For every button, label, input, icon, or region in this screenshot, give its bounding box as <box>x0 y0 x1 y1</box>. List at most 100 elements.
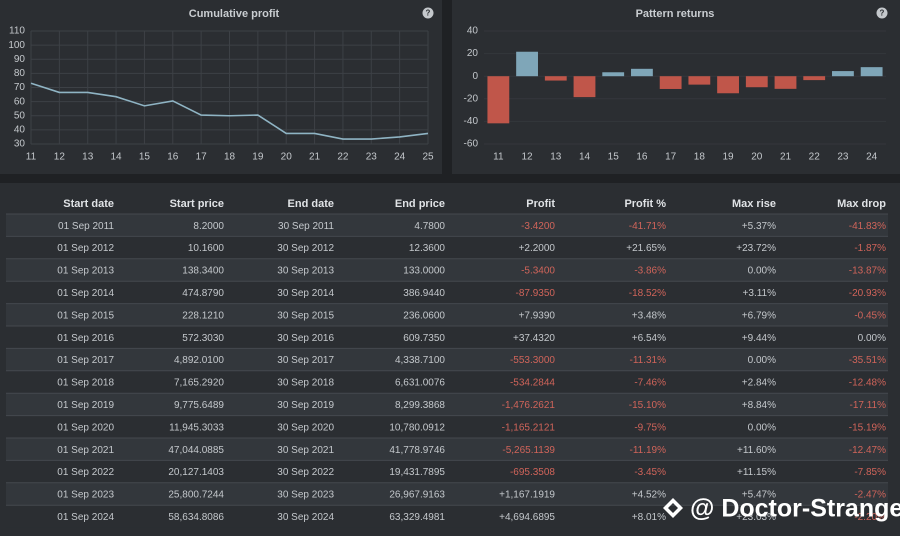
x-tick-label: 15 <box>608 152 620 163</box>
x-tick-label: 19 <box>723 152 735 163</box>
table-row <box>6 236 888 259</box>
table-row <box>6 303 888 326</box>
help-icon[interactable] <box>422 7 434 19</box>
bar <box>688 76 711 85</box>
table-cell: +37.4320 <box>513 333 555 344</box>
table-cell: -17.11% <box>849 400 886 411</box>
x-tick-label: 21 <box>309 152 321 163</box>
y-tick-label: 60 <box>14 96 26 107</box>
y-tick-label: 110 <box>9 26 25 37</box>
bar <box>602 72 625 77</box>
table-cell: 30 Sep 2024 <box>277 512 334 523</box>
column-header: Start date <box>63 198 114 210</box>
table-cell: 4,892.0100 <box>174 355 224 366</box>
table-cell: -2.20% <box>854 512 886 523</box>
y-tick-label: 70 <box>14 82 26 93</box>
table-cell: -13.87% <box>849 266 886 277</box>
table-cell: +3.11% <box>743 288 777 299</box>
table-cell: +7.9390 <box>519 310 556 321</box>
table-cell: -5,265.1139 <box>502 445 555 456</box>
x-tick-label: 11 <box>26 152 37 163</box>
table-cell: +9.44% <box>742 333 776 344</box>
help-icon[interactable] <box>876 7 888 19</box>
table-cell: 01 Sep 2020 <box>57 422 114 433</box>
table-cell: -3.45% <box>634 467 666 478</box>
bar <box>544 76 567 81</box>
bar <box>573 76 596 98</box>
bar <box>860 67 883 77</box>
table-cell: +11.60% <box>737 445 776 456</box>
bar <box>516 51 538 77</box>
watermark: @ Doctor-Strange <box>690 495 900 523</box>
table-cell: +23.03% <box>736 512 776 523</box>
table-cell: -695.3508 <box>510 467 555 478</box>
table-cell: 8.2000 <box>193 221 224 232</box>
x-tick-label: 16 <box>167 152 179 163</box>
table-cell: -12.48% <box>849 378 886 389</box>
table-cell: -9.75% <box>634 422 666 433</box>
table-cell: 01 Sep 2013 <box>57 266 114 277</box>
table-row <box>6 438 888 461</box>
table-cell: 0.00% <box>748 266 776 277</box>
table-cell: 4,338.7100 <box>395 355 445 366</box>
table-cell: -7.85% <box>854 467 886 478</box>
help-icon-text[interactable]: ? <box>880 9 885 18</box>
table-cell: 9,775.6489 <box>174 400 224 411</box>
table-cell: 01 Sep 2024 <box>57 512 114 523</box>
table-cell: 26,967.9163 <box>389 490 445 501</box>
table-cell: -1,476.2621 <box>502 400 556 411</box>
table-cell: 474.8790 <box>182 288 224 299</box>
column-header: Start price <box>170 198 224 210</box>
table-cell: 30 Sep 2016 <box>277 333 334 344</box>
table-cell: -3.86% <box>634 266 666 277</box>
x-tick-label: 23 <box>366 152 378 163</box>
table-cell: +4,694.6895 <box>499 512 555 523</box>
table-cell: +8.84% <box>742 400 776 411</box>
table-cell: 30 Sep 2020 <box>277 422 334 433</box>
table-cell: -2.47% <box>854 490 886 501</box>
chart-title: Cumulative profit <box>189 8 280 20</box>
table-cell: +3.48% <box>632 310 666 321</box>
x-tick-label: 12 <box>522 152 534 163</box>
table-cell: 609.7350 <box>403 333 445 344</box>
table-cell: 0.00% <box>748 422 776 433</box>
table-cell: 30 Sep 2019 <box>277 400 334 411</box>
bar <box>745 76 768 88</box>
table-cell: +5.37% <box>742 221 776 232</box>
y-tick-label: -40 <box>464 116 479 127</box>
table-cell: +6.54% <box>632 333 666 344</box>
table-cell: 58,634.8086 <box>168 512 224 523</box>
table-cell: 41,778.9746 <box>389 445 445 456</box>
table-cell: 386.9440 <box>403 288 445 299</box>
x-tick-label: 25 <box>422 152 434 163</box>
table-cell: 30 Sep 2015 <box>277 310 334 321</box>
y-tick-label: 100 <box>8 40 25 51</box>
line <box>30 82 429 140</box>
table-cell: -553.3000 <box>510 355 555 366</box>
table-cell: -1.87% <box>854 243 886 254</box>
table-cell: 25,800.7244 <box>168 490 224 501</box>
x-tick-label: 21 <box>780 152 792 163</box>
table-cell: 30 Sep 2021 <box>277 445 334 456</box>
x-tick-label: 11 <box>493 152 504 163</box>
table-cell: +1,167.1919 <box>499 490 555 501</box>
x-tick-label: 20 <box>751 152 763 163</box>
table-cell: 30 Sep 2017 <box>277 355 334 366</box>
bar <box>631 68 653 77</box>
table-cell: -3.4200 <box>521 221 555 232</box>
table-cell: 133.0000 <box>403 266 445 277</box>
y-tick-label: 40 <box>467 26 479 37</box>
y-tick-label: 80 <box>14 68 26 79</box>
table-row <box>6 393 888 416</box>
table-row <box>6 348 888 371</box>
table-cell: 11,945.3033 <box>169 422 224 433</box>
y-tick-label: 0 <box>472 71 478 82</box>
table-cell: 236.0600 <box>403 310 445 321</box>
bar <box>659 76 682 89</box>
table-cell: -15.10% <box>629 400 666 411</box>
table-row <box>6 281 888 304</box>
x-tick-label: 14 <box>579 152 591 163</box>
x-tick-label: 13 <box>82 152 94 163</box>
help-icon-text[interactable]: ? <box>426 9 431 18</box>
table-cell: +4.52% <box>632 490 666 501</box>
